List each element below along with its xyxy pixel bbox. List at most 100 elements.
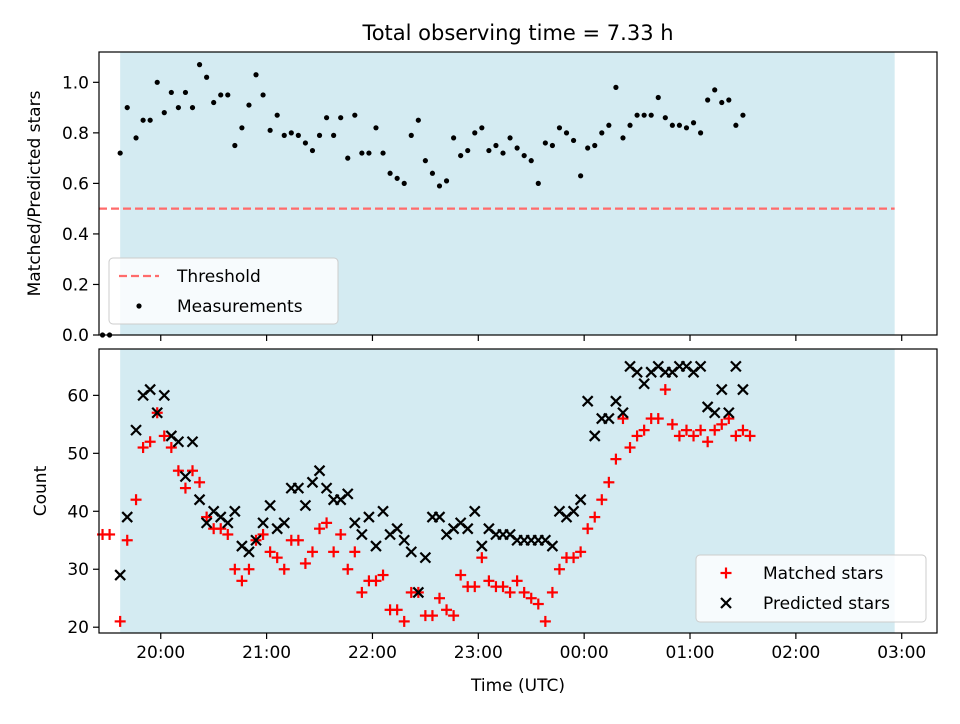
measurement-point	[521, 152, 527, 159]
predicted-star-point	[172, 435, 185, 448]
predicted-star-point	[264, 499, 276, 512]
predicted-star-point	[567, 505, 580, 518]
predicted-star-point	[278, 517, 291, 529]
measurement-point	[740, 112, 746, 118]
measurement-point	[726, 97, 732, 103]
measurement-point	[599, 130, 605, 136]
predicted-star-point	[723, 406, 735, 419]
matched-star-point	[137, 442, 149, 454]
measurement-point	[578, 173, 584, 179]
measurement-point	[563, 130, 570, 136]
matched-star-point	[455, 569, 467, 581]
measurement-point	[620, 135, 626, 141]
measurement-point	[655, 94, 661, 101]
measurement-point	[338, 115, 344, 121]
measurement-point	[606, 122, 612, 128]
axes-frame	[98, 51, 938, 336]
matched-star-point	[321, 517, 333, 529]
measurement-point	[507, 135, 513, 141]
matched-star-point	[370, 575, 382, 587]
matched-star-point	[652, 413, 664, 425]
measurement-point	[316, 132, 323, 138]
measurement-point	[211, 99, 217, 106]
y-axis-label: Matched/Predicted stars	[25, 90, 45, 296]
measurement-point	[281, 132, 287, 138]
x-tick-label: 03:00	[877, 643, 926, 663]
legend-predicted-swatch	[720, 597, 732, 609]
predicted-star-point	[114, 569, 126, 581]
measurement-point	[585, 145, 591, 151]
measurement-point	[676, 122, 683, 128]
predicted-star-point	[229, 505, 241, 518]
predicted-star-point	[581, 395, 594, 407]
measurement-point	[218, 92, 224, 98]
measurement-point	[443, 178, 450, 184]
y-tick-label: 60	[67, 386, 89, 406]
predicted-star-point	[405, 546, 418, 558]
axes-frame	[98, 348, 938, 634]
predicted-star-point	[377, 505, 389, 518]
matched-star-point	[730, 430, 742, 442]
predicted-star-point	[158, 389, 171, 402]
measurement-point	[161, 110, 167, 116]
matched-star-point	[271, 552, 283, 564]
matched-star-point	[666, 418, 678, 430]
matched-star-point	[222, 528, 234, 540]
measurement-point	[408, 132, 414, 138]
predicted-star-point	[617, 406, 629, 419]
matched-star-point	[631, 430, 643, 442]
legend-label-threshold: Threshold	[176, 267, 261, 287]
measurement-point	[486, 147, 492, 154]
measurement-point	[246, 102, 252, 108]
matched-star-point	[723, 413, 735, 425]
matched-star-point	[575, 546, 587, 558]
predicted-star-point	[603, 412, 615, 425]
predicted-star-point	[391, 522, 403, 535]
predicted-star-point	[715, 383, 728, 396]
measurement-point	[683, 125, 690, 131]
predicted-star-point	[546, 540, 559, 552]
matched-star-point	[638, 424, 650, 436]
matched-star-point	[553, 563, 565, 575]
measurement-point	[436, 183, 443, 189]
matched-star-point	[398, 615, 410, 627]
matched-star-point	[179, 482, 191, 494]
x-tick-label: 00:00	[560, 643, 609, 663]
predicted-star-point	[250, 534, 262, 547]
predicted-star-point	[186, 435, 199, 448]
matched-star-point	[568, 552, 580, 564]
matched-star-point	[158, 430, 170, 442]
legend-matched-swatch	[720, 567, 732, 579]
matched-star-point	[201, 511, 213, 523]
predicted-star-point	[588, 430, 601, 442]
predicted-star-point	[708, 406, 721, 419]
top-panel: 0.0 0.2 0.4 0.6 0.8 1.0 Matched/Predicted star…	[25, 51, 938, 346]
y-tick-label: 50	[67, 444, 89, 464]
data-series-group	[97, 360, 756, 627]
matched-star-point	[582, 523, 594, 535]
measurement-point	[133, 135, 139, 141]
predicted-star-point	[320, 482, 333, 494]
predicted-star-point	[412, 586, 425, 599]
measurement-point	[288, 130, 294, 136]
measurement-point	[733, 122, 739, 128]
legend-box	[695, 554, 927, 623]
measurement-point	[359, 150, 365, 156]
measurement-point	[634, 112, 640, 118]
measurement-point	[535, 180, 541, 186]
measurement-point	[465, 147, 471, 154]
predicted-star-point	[730, 360, 742, 373]
measurement-point	[669, 122, 675, 128]
measurement-point	[309, 147, 316, 154]
matched-star-point	[483, 575, 495, 587]
matched-star-point	[617, 413, 629, 425]
predicted-star-point	[574, 493, 587, 506]
matched-star-point	[172, 465, 184, 477]
x-tick-label: 21:00	[242, 643, 291, 663]
matched-star-point	[229, 563, 241, 575]
legend-label-measurements: Measurements	[177, 297, 303, 317]
matched-star-point	[525, 592, 537, 604]
predicted-star-point	[144, 383, 156, 396]
matched-star-point	[377, 569, 389, 581]
measurement-point	[295, 132, 301, 138]
